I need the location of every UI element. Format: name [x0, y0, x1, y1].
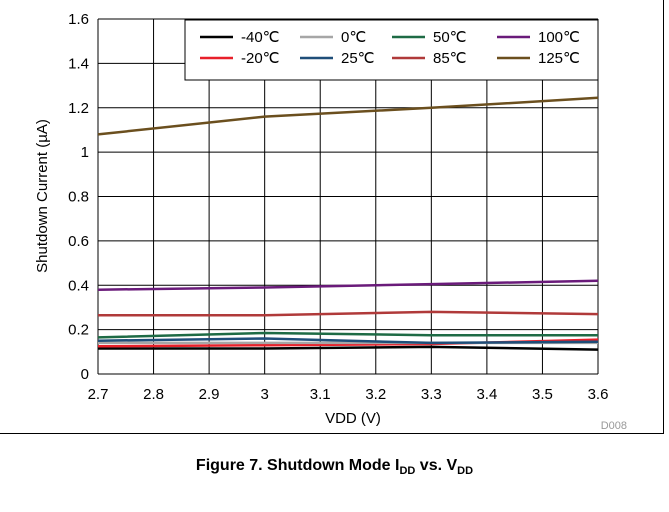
caption-sub-dd-2: DD [457, 465, 474, 477]
x-tick-label: 3 [260, 386, 268, 403]
y-tick-labels: 0 0.2 0.4 0.6 0.8 1 1.2 1.4 1.6 [68, 11, 89, 383]
series-line [97, 337, 599, 345]
x-tick-label: 3.5 [532, 386, 553, 403]
legend-label: -20℃ [241, 50, 280, 67]
caption-middle: vs. V [415, 457, 458, 474]
legend-label: 50℃ [433, 29, 467, 46]
y-tick-label: 0.6 [68, 233, 89, 250]
y-tick-label: 0.4 [68, 277, 89, 294]
y-tick-label: 0.8 [68, 189, 89, 206]
legend-label: 100℃ [538, 29, 580, 46]
shutdown-current-chart: -40℃ -20℃ 0℃ 25℃ 50℃ 85℃ 100℃ 125℃ 2.7 2.8 2.9 3 3.… [34, 11, 627, 432]
x-tick-label: 2.7 [88, 386, 109, 403]
x-tick-label: 3.6 [588, 386, 609, 403]
x-tick-label: 2.9 [199, 386, 220, 403]
legend-label: 85℃ [433, 50, 467, 67]
figure-caption: Figure 7. Shutdown Mode IDD vs. VDD [0, 457, 669, 477]
legend: -40℃ -20℃ 0℃ 25℃ 50℃ 85℃ 100℃ 125℃ [184, 19, 599, 81]
legend-label: -40℃ [241, 29, 280, 46]
chart-id: D008 [601, 420, 627, 432]
legend-label: 25℃ [341, 50, 375, 67]
x-tick-label: 2.8 [143, 386, 164, 403]
caption-sub-dd-1: DD [399, 465, 416, 477]
legend-label: 0℃ [341, 29, 366, 46]
series-lines [97, 96, 599, 351]
y-tick-label: 1.4 [68, 55, 89, 72]
y-axis-title: Shutdown Current (µA) [34, 119, 51, 273]
series-line [98, 345, 599, 351]
x-tick-label: 3.2 [365, 386, 386, 403]
x-tick-label: 3.1 [310, 386, 331, 403]
y-tick-label: 1 [81, 144, 89, 161]
x-tick-label: 3.4 [476, 386, 497, 403]
grid [97, 18, 599, 375]
y-tick-label: 1.6 [68, 11, 89, 28]
x-tick-labels: 2.7 2.8 2.9 3 3.1 3.2 3.3 3.4 3.5 3.6 [88, 386, 609, 403]
series-line [97, 279, 599, 291]
chart-frame [0, 0, 664, 434]
series-line [98, 310, 599, 317]
caption-prefix: Figure 7. Shutdown Mode I [195, 457, 400, 474]
legend-box [184, 19, 599, 81]
legend-label: 125℃ [538, 50, 580, 67]
y-tick-label: 0.2 [68, 322, 89, 339]
x-axis-title: VDD (V) [325, 410, 381, 427]
y-tick-label: 0 [81, 366, 89, 383]
y-tick-label: 1.2 [68, 100, 89, 117]
x-tick-label: 3.3 [421, 386, 442, 403]
series-line [97, 331, 598, 339]
series-line [97, 96, 599, 136]
